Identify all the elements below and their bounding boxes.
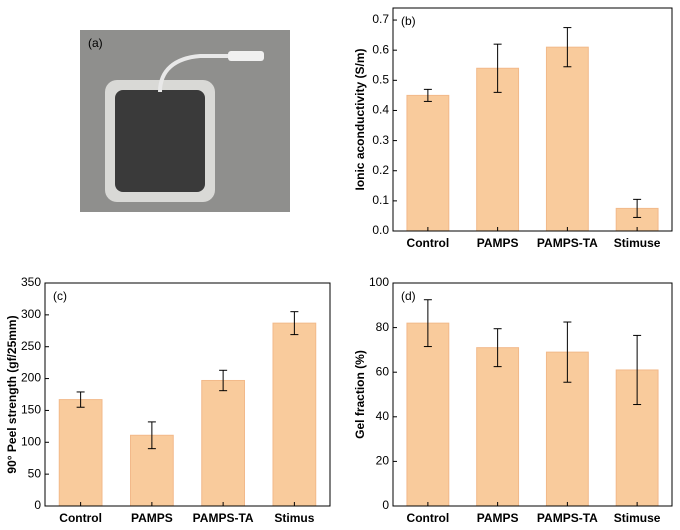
x-tick-label: PAMPS: [131, 511, 173, 525]
panel-label: (a): [88, 36, 103, 50]
bar: [406, 322, 450, 507]
y-tick-label: 40: [376, 409, 390, 423]
y-tick-label: 0.4: [372, 103, 389, 117]
x-tick-label: PAMPS: [477, 236, 519, 250]
y-axis-label: Gel fraction (%): [353, 350, 367, 439]
y-tick-label: 0.0: [372, 223, 389, 237]
y-tick-label: 350: [21, 275, 41, 289]
bar: [406, 94, 450, 232]
y-tick-label: 250: [21, 339, 41, 353]
panel-label: (c): [53, 289, 67, 303]
plot-frame: [44, 282, 331, 507]
y-tick-label: 0: [382, 498, 389, 512]
chart-panel: 0 20 40 60 80 100 Control PAMPS PAMPS-TA Stimuse (…: [353, 275, 673, 525]
bar: [545, 46, 589, 232]
panel-label: (d): [401, 289, 416, 303]
y-tick-label: 0.1: [372, 193, 389, 207]
y-tick-label: 100: [369, 275, 389, 289]
y-tick-label: 300: [21, 307, 41, 321]
cable: [158, 54, 232, 93]
x-tick-label: Stimuse: [614, 511, 661, 525]
y-axis-label: 90° Peel strength (gf/25mm): [5, 315, 19, 473]
x-tick-label: Stimus: [274, 511, 314, 525]
bar: [201, 379, 245, 507]
x-tick-label: PAMPS-TA: [537, 511, 598, 525]
x-tick-label: PAMPS-TA: [537, 236, 598, 250]
y-tick-label: 0.7: [372, 12, 389, 26]
x-tick-label: Control: [407, 511, 450, 525]
chart-panel: 0 50 100 150 200 250 300 350 Control PAMPS PAMPS-T…: [5, 275, 331, 525]
panel-label: (b): [401, 14, 416, 28]
y-tick-label: 0.2: [372, 163, 389, 177]
plot-frame: [392, 7, 673, 232]
bar: [476, 347, 520, 507]
y-tick-label: 20: [376, 454, 390, 468]
photo-panel: (a): [80, 30, 290, 212]
bar: [58, 399, 103, 507]
y-tick-label: 200: [21, 371, 41, 385]
x-tick-label: Control: [59, 511, 102, 525]
y-tick-label: 50: [28, 466, 42, 480]
plot-frame: [392, 282, 673, 507]
y-tick-label: 0: [34, 498, 41, 512]
bar: [272, 322, 317, 507]
y-tick-label: 150: [21, 403, 41, 417]
x-tick-label: PAMPS: [477, 511, 519, 525]
y-axis-label: Ionic aconductivity (S/m): [353, 48, 367, 190]
y-tick-label: 0.5: [372, 72, 389, 86]
electrode-pad: [115, 90, 205, 192]
y-tick-label: 0.3: [372, 133, 389, 147]
y-tick-label: 60: [376, 364, 390, 378]
y-tick-label: 100: [21, 434, 41, 448]
x-tick-label: PAMPS-TA: [193, 511, 254, 525]
y-tick-label: 80: [376, 320, 390, 334]
chart-panel: 0.0 0.1 0.2 0.3 0.4 0.5 0.6 0.7 Control PAMPS PAMP…: [353, 7, 673, 250]
x-tick-label: Control: [407, 236, 450, 250]
x-tick-label: Stimuse: [614, 236, 661, 250]
connector: [228, 51, 264, 61]
y-tick-label: 0.6: [372, 42, 389, 56]
